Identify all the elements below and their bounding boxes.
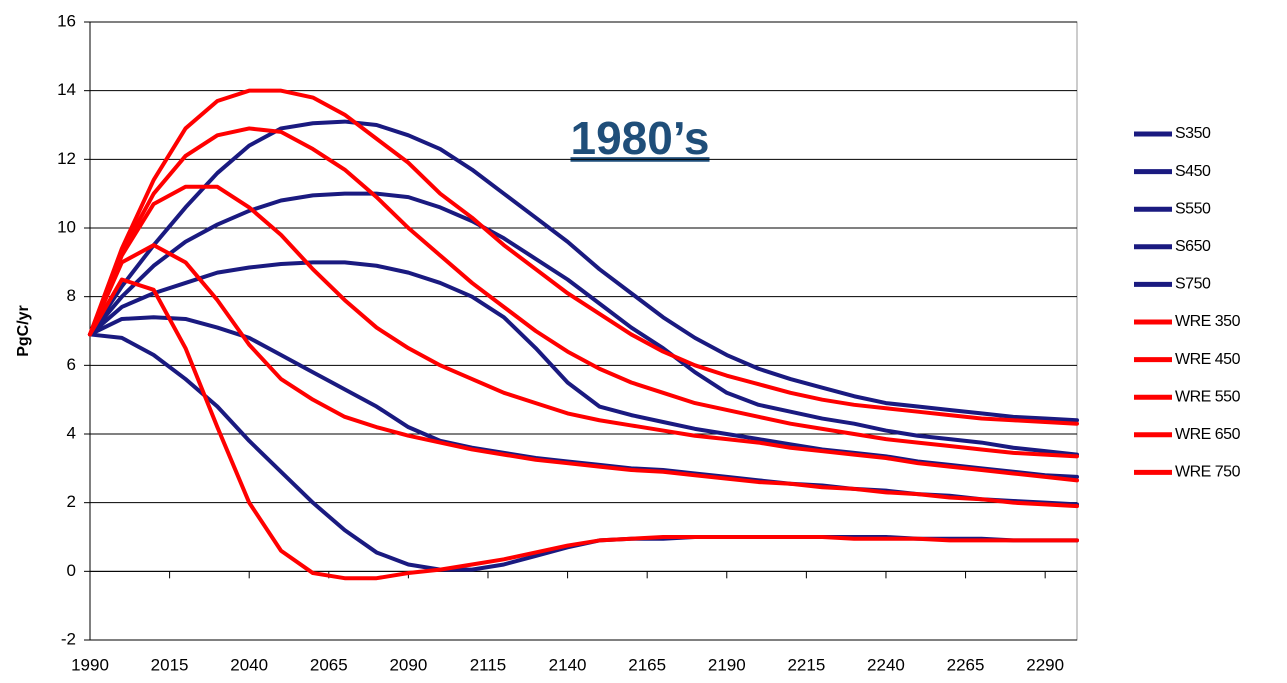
y-tick-label: -2: [61, 629, 76, 648]
y-tick-label: 4: [67, 423, 76, 442]
legend-label: WRE 550: [1175, 388, 1241, 405]
y-tick-label: 2: [67, 492, 76, 511]
x-tick-label: 2140: [549, 655, 587, 674]
y-tick-label: 14: [57, 80, 76, 99]
legend-label: S450: [1175, 163, 1211, 180]
x-tick-label: 2065: [310, 655, 348, 674]
x-tick-label: 2015: [151, 655, 189, 674]
y-tick-label: 6: [67, 355, 76, 374]
y-tick-label: 12: [57, 149, 76, 168]
legend-label: S650: [1175, 238, 1211, 255]
data-line: [88, 88, 1079, 426]
y-tick-label: 16: [57, 11, 76, 30]
data-line: [88, 191, 1079, 457]
data-line: [88, 184, 1079, 483]
legend-label: WRE 350: [1175, 313, 1241, 330]
annotation: 1980’s: [571, 112, 710, 164]
legend-label: WRE 650: [1175, 426, 1241, 443]
x-tick-label: 2265: [947, 655, 985, 674]
x-tick-label: 2040: [230, 655, 268, 674]
x-tick-label: 2215: [787, 655, 825, 674]
y-tick-label: 10: [57, 217, 76, 236]
x-tick-label: 2090: [389, 655, 427, 674]
legend-label: WRE 450: [1175, 351, 1241, 368]
x-tick-label: 2115: [470, 655, 507, 674]
data-line: [88, 126, 1079, 459]
legend-label: WRE 750: [1175, 464, 1241, 481]
legend-label: S350: [1175, 125, 1211, 142]
legend-label: S550: [1175, 200, 1211, 217]
y-tick-label: 8: [67, 286, 76, 305]
x-tick-label: 2240: [867, 655, 905, 674]
x-tick-label: 2290: [1026, 655, 1064, 674]
x-tick-label: 2165: [628, 655, 666, 674]
data-line: [88, 332, 1079, 572]
x-tick-label: 2190: [708, 655, 746, 674]
legend-label: S750: [1175, 276, 1211, 293]
data-line: [88, 119, 1079, 423]
y-tick-label: 0: [67, 561, 76, 580]
x-tick-label: 1990: [71, 655, 109, 674]
data-line: [88, 277, 1079, 581]
y-axis-label: PgC/yr: [15, 305, 32, 357]
data-line: [88, 243, 1079, 509]
